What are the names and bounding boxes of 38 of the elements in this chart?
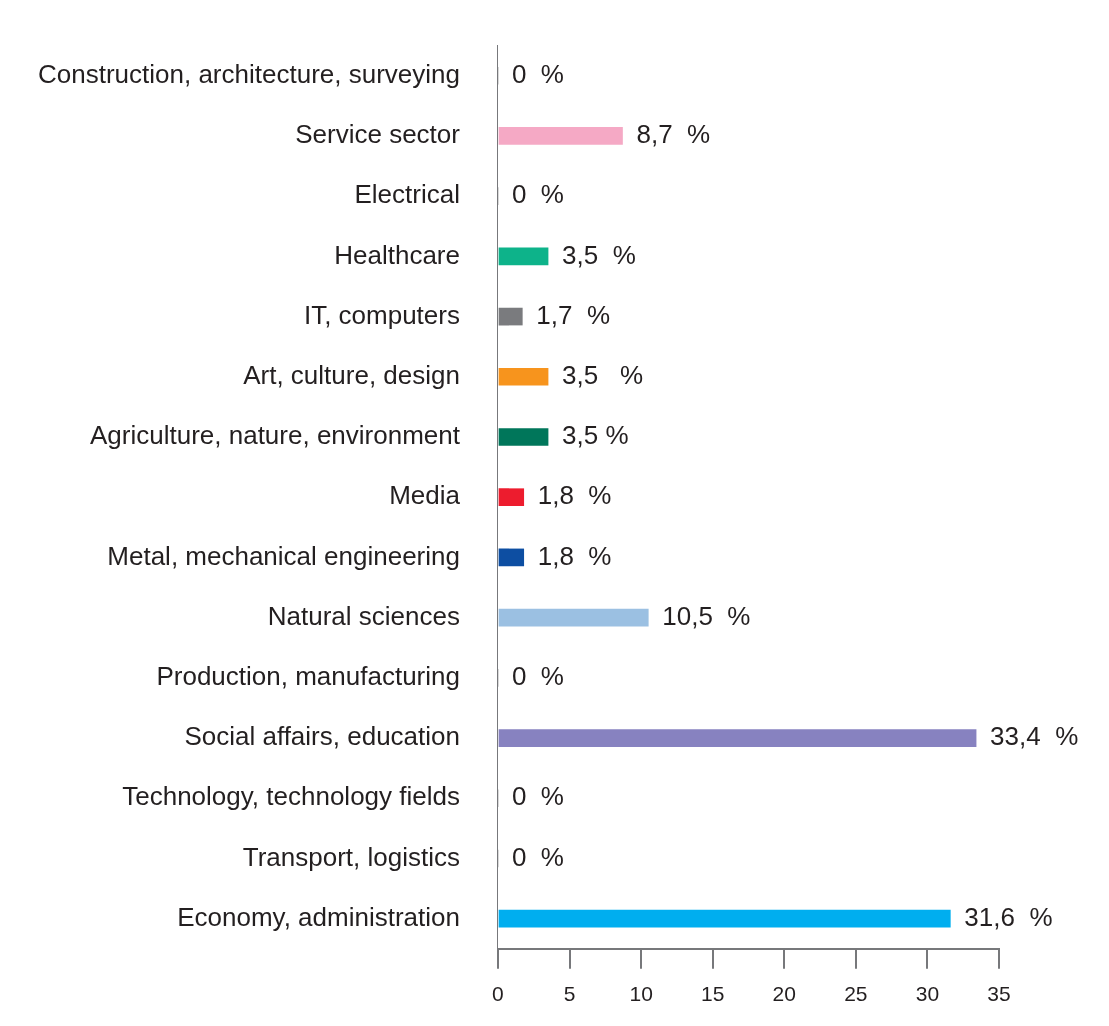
data-label: 3,5 % bbox=[562, 359, 644, 390]
data-label: 0 % bbox=[511, 661, 564, 692]
y-tick-label: Economy, administration bbox=[177, 901, 460, 932]
data-label: 8,7 % bbox=[636, 119, 711, 150]
x-tick-label: 5 bbox=[563, 982, 576, 1006]
data-label: 1,8 % bbox=[537, 540, 612, 571]
data-label: 31,6 % bbox=[964, 901, 1053, 932]
y-tick-label: Agriculture, nature, environment bbox=[90, 420, 461, 451]
y-tick-label: Social affairs, education bbox=[184, 721, 460, 752]
y-tick-label: Electrical bbox=[354, 179, 460, 210]
data-label: 10,5 % bbox=[662, 600, 751, 631]
data-label: 0 % bbox=[511, 58, 564, 89]
y-tick-label: Production, manufacturing bbox=[156, 661, 460, 692]
data-label: 0 % bbox=[511, 841, 564, 872]
y-tick-label: Healthcare bbox=[334, 239, 460, 270]
y-tick-label: IT, computers bbox=[303, 299, 460, 330]
data-label: 0 % bbox=[511, 781, 564, 812]
y-tick-label: Technology, technology fields bbox=[122, 781, 460, 812]
data-label: 3,5 % bbox=[562, 420, 629, 451]
x-tick-label: 10 bbox=[629, 982, 653, 1006]
y-tick-label: Natural sciences bbox=[267, 600, 460, 631]
y-tick-label: Metal, mechanical engineering bbox=[107, 540, 460, 571]
data-label: 3,5 % bbox=[562, 239, 636, 270]
x-tick-label: 0 bbox=[492, 982, 504, 1006]
data-label: 1,7 % bbox=[536, 299, 611, 330]
data-label: 33,4 % bbox=[990, 721, 1079, 752]
y-tick-label: Construction, architecture, surveying bbox=[38, 58, 460, 89]
x-tick-label: 20 bbox=[772, 982, 796, 1006]
x-tick-label: 30 bbox=[915, 982, 940, 1006]
y-tick-label: Service sector bbox=[295, 119, 461, 150]
y-tick-label: Art, culture, design bbox=[243, 359, 460, 390]
x-tick-label: 25 bbox=[844, 982, 868, 1006]
data-label: 0 % bbox=[511, 179, 564, 210]
data-label: 1,8 % bbox=[537, 480, 612, 511]
y-tick-label: Transport, logistics bbox=[242, 841, 460, 872]
y-tick-label: Media bbox=[389, 480, 461, 511]
x-tick-label: 35 bbox=[987, 982, 1011, 1006]
x-tick-label: 15 bbox=[701, 982, 725, 1006]
